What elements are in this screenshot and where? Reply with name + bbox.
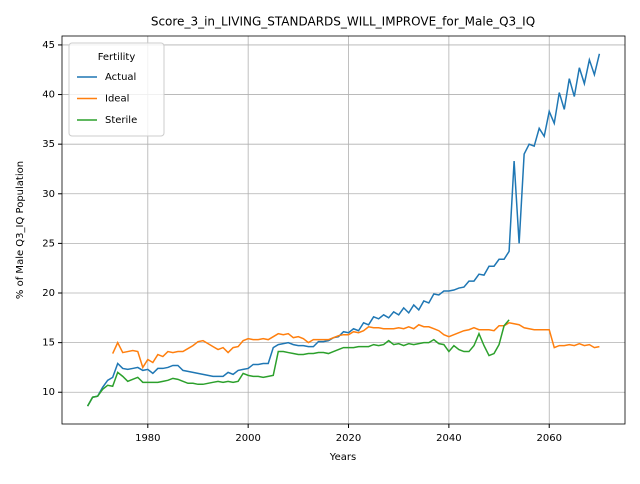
y-tick-label: 10 [42, 387, 55, 398]
legend-title: Fertility [98, 52, 136, 63]
legend-box [68, 42, 165, 137]
series-line [86, 53, 601, 407]
y-tick-label: 25 [42, 238, 55, 249]
y-axis-label: % of Male Q3_IQ Population [15, 161, 26, 299]
legend-label: Ideal [105, 94, 129, 105]
y-tick-label: 30 [42, 189, 55, 200]
legend-label: Sterile [105, 115, 137, 126]
x-tick-label: 2060 [537, 433, 562, 444]
x-tick-label: 2020 [336, 433, 361, 444]
y-tick-label: 20 [42, 288, 55, 299]
x-axis-label: Years [329, 452, 356, 463]
series-line [86, 319, 510, 407]
legend: Fertility Actual Ideal Sterile [68, 42, 165, 137]
chart-title: Score_3_in_LIVING_STANDARDS_WILL_IMPROVE… [151, 15, 535, 29]
y-tick-label: 15 [42, 338, 55, 349]
y-tick-label: 35 [42, 139, 55, 150]
x-tick-label: 1980 [135, 433, 160, 444]
legend-label: Actual [105, 72, 136, 83]
x-tick-label: 2000 [235, 433, 260, 444]
series-line [111, 321, 600, 370]
y-tick-label: 45 [42, 40, 55, 51]
plot-frame [61, 35, 626, 425]
y-tick-label: 40 [42, 90, 55, 101]
x-tick-label: 2040 [436, 433, 461, 444]
